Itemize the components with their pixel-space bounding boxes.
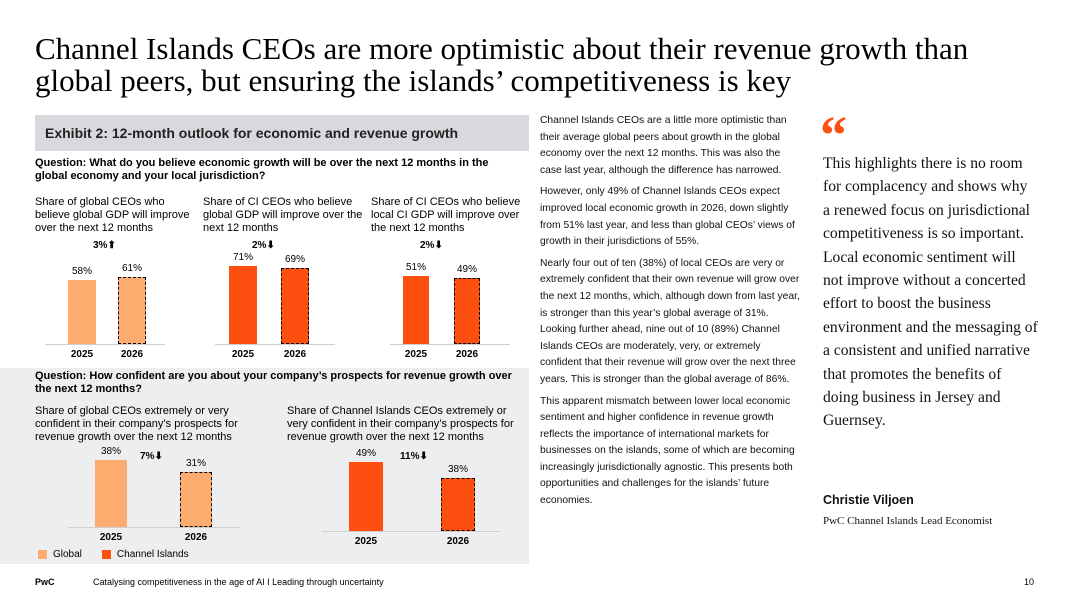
bar-value-label: 51% bbox=[405, 261, 426, 273]
bar-value-label: 31% bbox=[185, 458, 206, 470]
bar-value-label: 49% bbox=[456, 264, 477, 276]
chart-3-label: Share of CI CEOs who believe local CI GD… bbox=[371, 196, 521, 234]
x-tick-label: 2025 bbox=[99, 532, 123, 543]
page-title-line-2: global peers, but ensuring the islands’ … bbox=[35, 63, 792, 98]
quote-author-role: PwC Channel Islands Lead Economist bbox=[823, 515, 993, 527]
chart-baseline bbox=[68, 527, 240, 528]
bar-value-label: 58% bbox=[71, 266, 92, 278]
x-tick-label: 2026 bbox=[120, 349, 144, 360]
question-revenue-confidence: Question: How confident are you about yo… bbox=[35, 370, 512, 395]
chart-5-label: Share of Channel Islands CEOs extremely … bbox=[287, 405, 514, 443]
bar-2026 bbox=[118, 276, 146, 344]
x-tick-label: 2026 bbox=[455, 349, 479, 360]
legend-swatch-channel-islands bbox=[101, 550, 111, 559]
chart-4-label: Share of global CEOs extremely or very c… bbox=[35, 405, 238, 443]
bar-2025 bbox=[403, 275, 429, 344]
x-tick-label: 2026 bbox=[283, 349, 307, 360]
bar-2025 bbox=[349, 462, 383, 531]
x-tick-label: 2025 bbox=[404, 349, 428, 360]
pull-quote: This highlights there is no room for com… bbox=[823, 155, 1038, 430]
footer-text: Catalysing competitiveness in the age of… bbox=[93, 577, 384, 587]
page-title-line-1: Channel Islands CEOs are more optimistic… bbox=[35, 31, 969, 66]
bar-2025 bbox=[68, 280, 96, 344]
legend-label-channel-islands: Channel Islands bbox=[116, 549, 189, 560]
chart-baseline bbox=[390, 344, 510, 345]
x-tick-label: 2026 bbox=[184, 532, 208, 543]
bar-value-label: 69% bbox=[284, 254, 305, 266]
chart-2-label: Share of CI CEOs who believe global GDP … bbox=[203, 196, 363, 234]
body-paragraph-2: However, only 49% of Channel Islands CEO… bbox=[540, 186, 795, 248]
page-title: Channel Islands CEOs are more optimistic… bbox=[35, 33, 1035, 97]
x-tick-label: 2026 bbox=[446, 536, 470, 547]
body-paragraph-4: This apparent mismatch between lower loc… bbox=[540, 395, 795, 507]
bar-value-label: 38% bbox=[100, 445, 121, 457]
question-economic-growth: Question: What do you believe economic g… bbox=[35, 157, 489, 182]
legend-swatch-global bbox=[38, 550, 47, 559]
chart-baseline bbox=[45, 344, 165, 345]
bar-value-label: 38% bbox=[447, 463, 468, 475]
bar-2026 bbox=[441, 477, 475, 531]
body-paragraph-3: Nearly four out of ten (38%) of local CE… bbox=[540, 257, 800, 385]
bar-value-label: 61% bbox=[121, 262, 142, 274]
change-indicator: 2%⬇ bbox=[420, 240, 443, 251]
x-tick-label: 2025 bbox=[70, 349, 94, 360]
page-number: 10 bbox=[1024, 577, 1035, 587]
bar-2026 bbox=[180, 472, 212, 527]
footer-brand: PwC bbox=[35, 577, 55, 587]
body-text: Channel Islands CEOs are a little more o… bbox=[540, 113, 802, 515]
chart-1-label: Share of global CEOs who believe global … bbox=[35, 196, 190, 234]
bar-2025 bbox=[229, 265, 257, 344]
body-paragraph-1: Channel Islands CEOs are a little more o… bbox=[540, 115, 787, 176]
quote-mark-icon: “ bbox=[820, 105, 847, 165]
bar-value-label: 71% bbox=[232, 251, 253, 263]
bar-2026 bbox=[281, 268, 309, 344]
change-indicator: 2%⬇ bbox=[252, 240, 275, 251]
bar-2025 bbox=[95, 459, 127, 527]
change-indicator: 3%⬆ bbox=[93, 240, 116, 251]
x-tick-label: 2025 bbox=[354, 536, 378, 547]
change-indicator: 7%⬇ bbox=[140, 451, 163, 462]
bar-value-label: 49% bbox=[355, 448, 376, 460]
legend-label-global: Global bbox=[53, 549, 82, 560]
chart-baseline bbox=[322, 531, 500, 532]
x-tick-label: 2025 bbox=[231, 349, 255, 360]
exhibit-title: Exhibit 2: 12-month outlook for economic… bbox=[35, 115, 529, 151]
chart-legend: Global Channel Islands bbox=[38, 549, 209, 560]
chart-baseline bbox=[215, 344, 335, 345]
legend-item-channel-islands: Channel Islands bbox=[101, 549, 189, 560]
bar-2026 bbox=[454, 278, 480, 344]
change-indicator: 11%⬇ bbox=[400, 451, 428, 462]
quote-author: Christie Viljoen bbox=[823, 493, 914, 507]
legend-item-global: Global bbox=[38, 549, 82, 560]
